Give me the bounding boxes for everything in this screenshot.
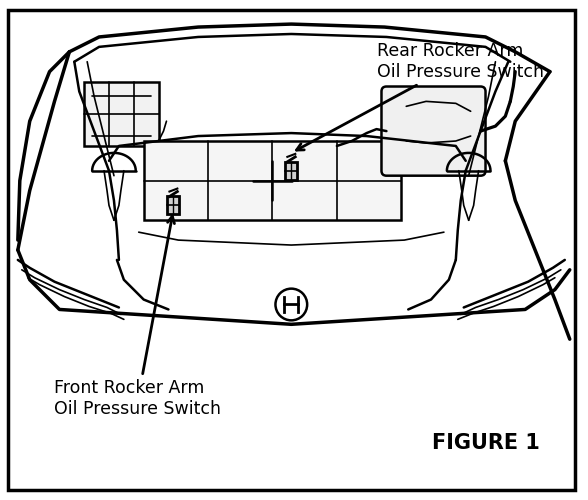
Text: Rear Rocker Arm
Oil Pressure Switch: Rear Rocker Arm Oil Pressure Switch <box>296 42 543 150</box>
Text: Front Rocker Arm
Oil Pressure Switch: Front Rocker Arm Oil Pressure Switch <box>55 216 222 418</box>
FancyBboxPatch shape <box>382 86 486 176</box>
Bar <box>285 162 298 180</box>
Bar <box>84 82 159 146</box>
Bar <box>143 141 401 220</box>
Text: FIGURE 1: FIGURE 1 <box>432 433 539 453</box>
Bar <box>168 196 179 214</box>
